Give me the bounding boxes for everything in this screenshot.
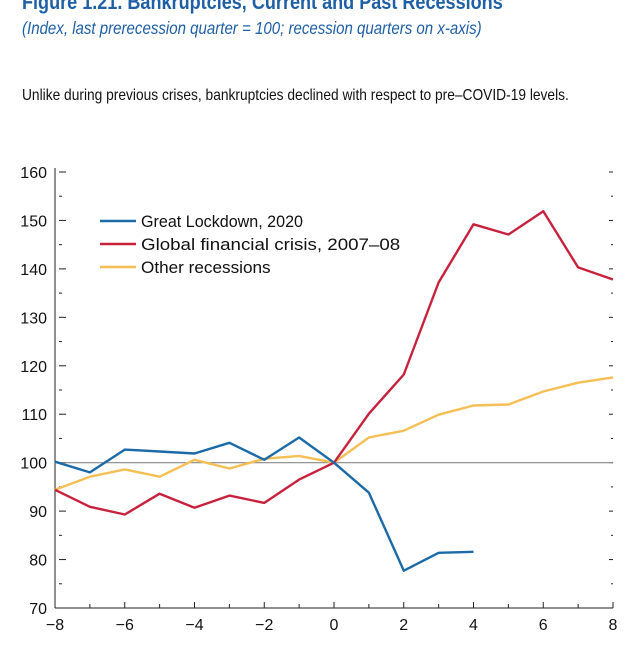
x-tick-label: −6 xyxy=(116,617,134,634)
y-tick-label: 100 xyxy=(20,456,47,473)
y-tick-label: 150 xyxy=(20,213,47,230)
x-tick-label: 2 xyxy=(399,617,408,634)
series-line-2 xyxy=(54,376,614,491)
y-tick-label: 130 xyxy=(20,310,47,327)
y-tick-label: 90 xyxy=(29,504,47,521)
y-tick-label: 160 xyxy=(20,165,47,182)
figure-description: Unlike during previous crises, bankruptc… xyxy=(22,87,569,104)
figure-title: Figure 1.21. Bankruptcies, Current and P… xyxy=(22,0,503,14)
series-line-0 xyxy=(54,436,474,572)
figure-subtitle: (Index, last prerecession quarter = 100;… xyxy=(22,18,482,38)
x-tick-label: −2 xyxy=(255,617,273,634)
series-line-1 xyxy=(54,209,614,516)
x-tick-label: 4 xyxy=(469,617,478,634)
x-tick-label: 0 xyxy=(330,617,339,634)
legend-label: Global financial crisis, 2007–08 xyxy=(141,236,400,254)
legend-label: Great Lockdown, 2020 xyxy=(141,213,303,231)
y-tick-label: 110 xyxy=(21,407,47,424)
y-tick-label: 120 xyxy=(20,359,47,376)
x-tick-label: 8 xyxy=(609,617,618,634)
y-tick-label: 80 xyxy=(29,553,47,570)
x-tick-label: −8 xyxy=(46,617,64,634)
x-tick-label: −4 xyxy=(185,617,203,634)
legend-label: Other recessions xyxy=(141,259,271,277)
y-tick-label: 70 xyxy=(29,601,47,618)
y-tick-label: 140 xyxy=(20,262,47,279)
x-tick-label: 6 xyxy=(539,617,548,634)
